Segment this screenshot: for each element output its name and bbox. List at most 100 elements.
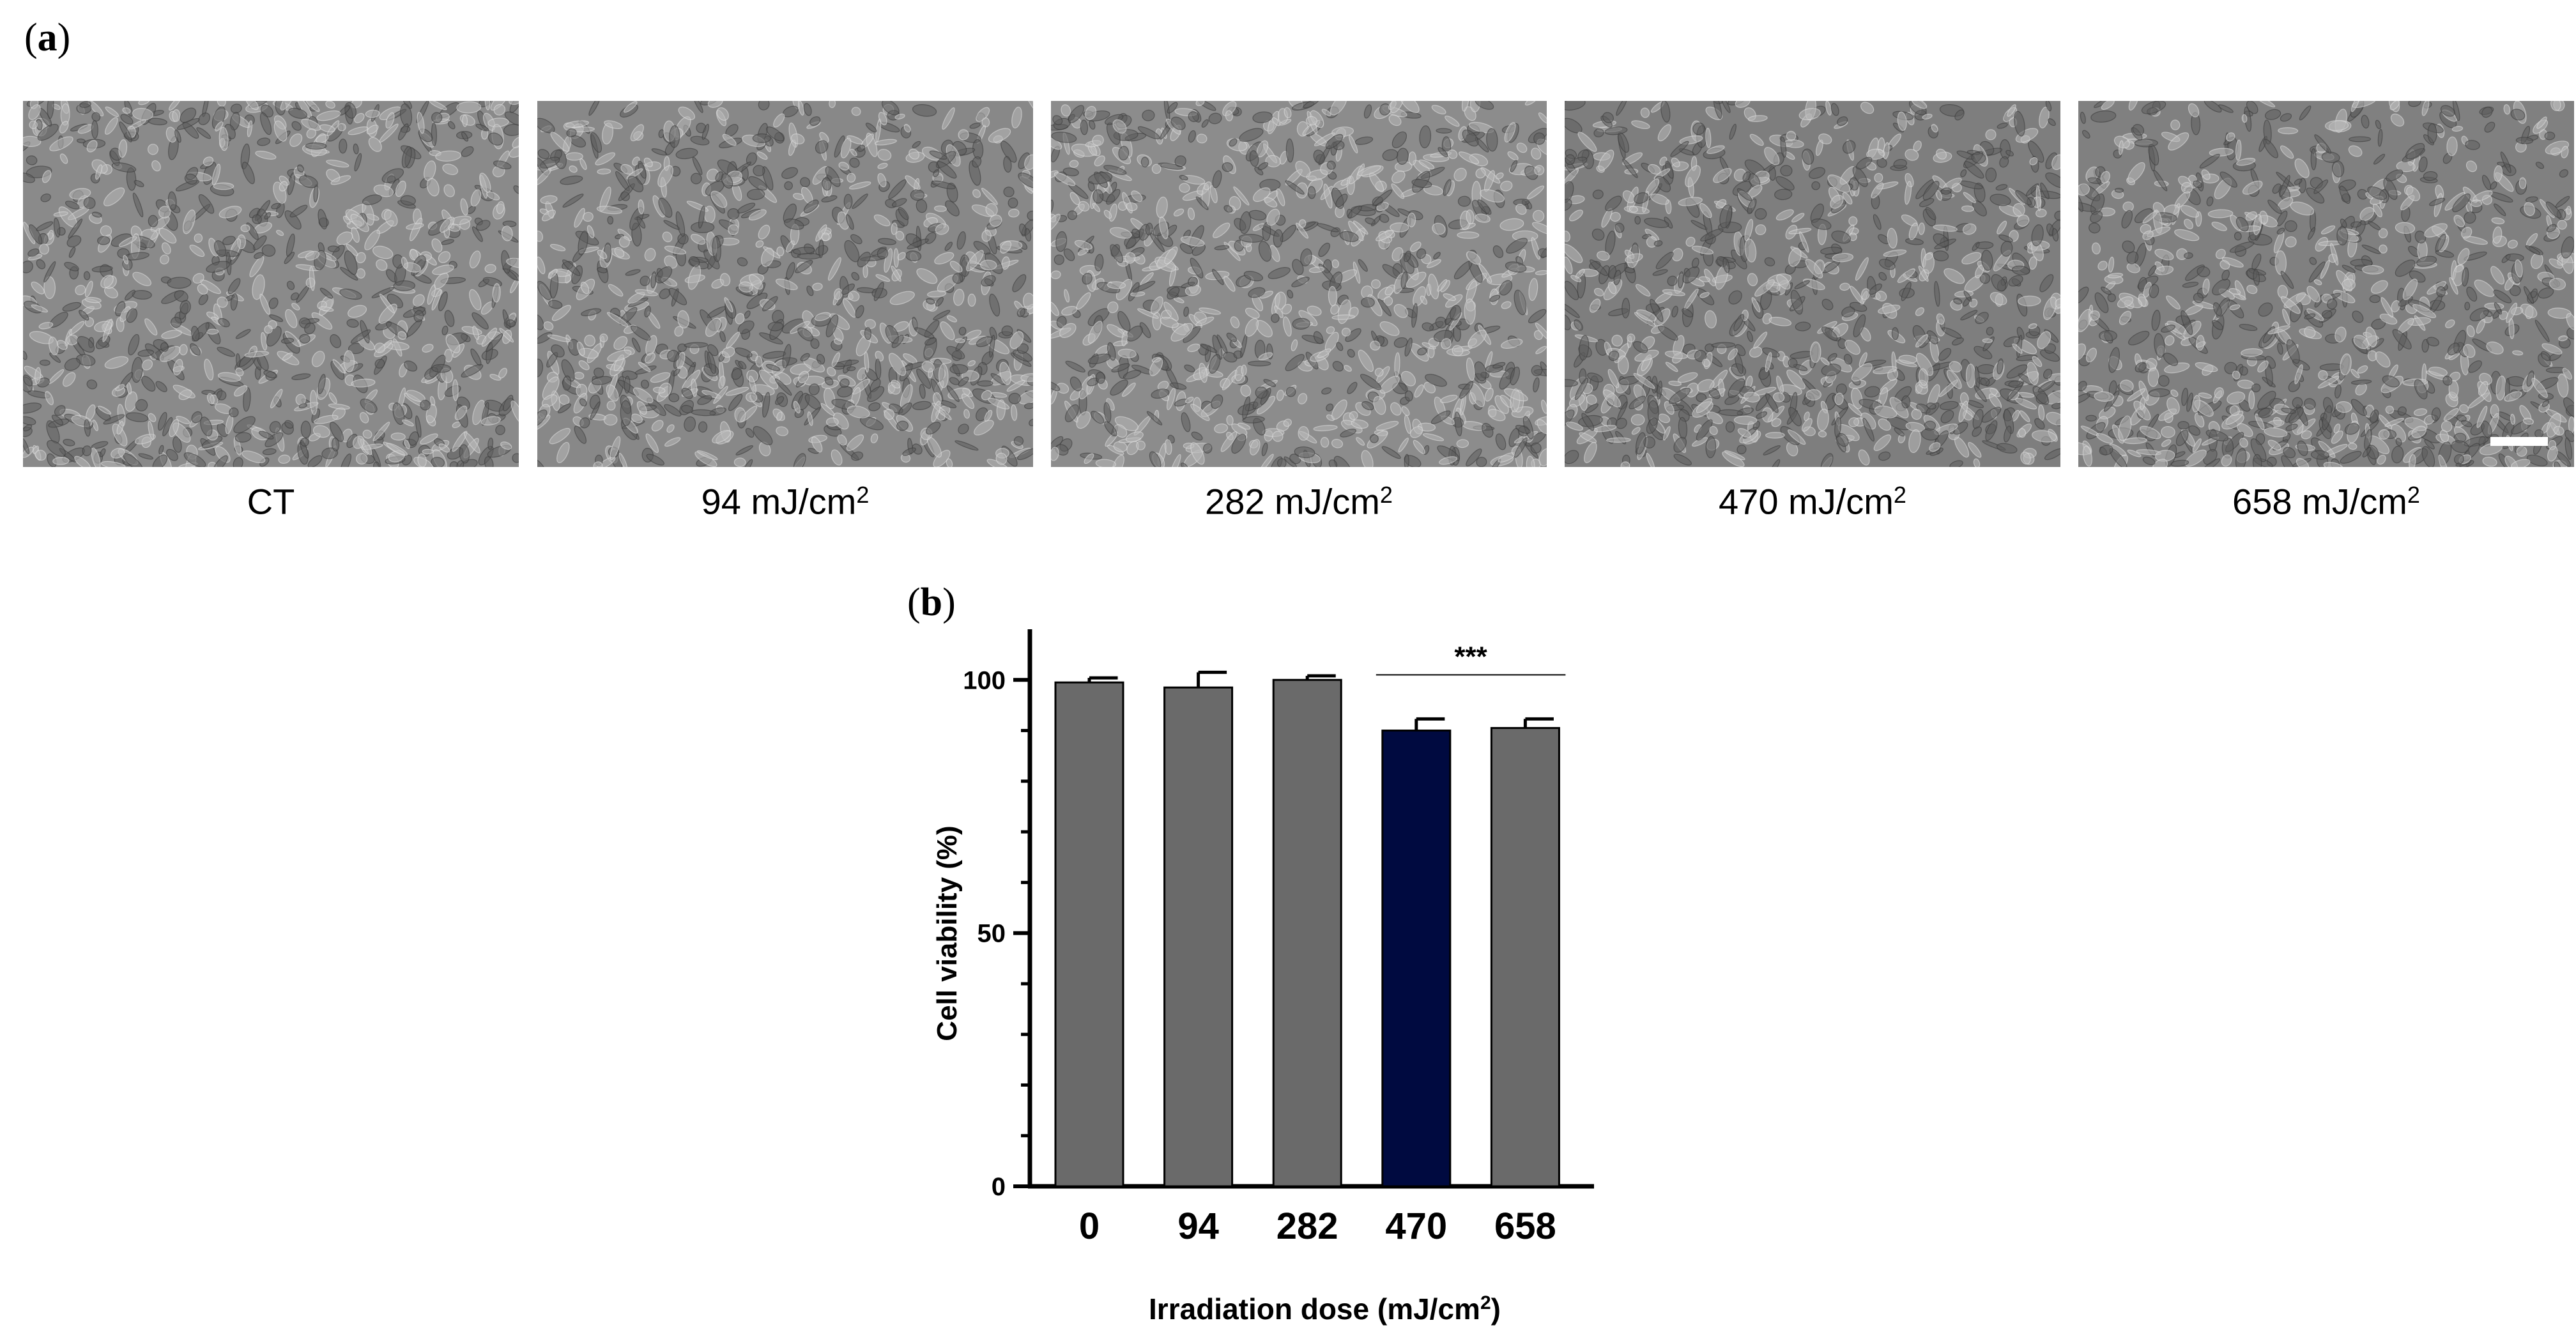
cell-shape xyxy=(212,455,228,467)
cell-shape xyxy=(954,338,965,343)
cell-shape xyxy=(640,275,650,286)
cell-shape xyxy=(537,149,550,160)
cell-shape xyxy=(989,326,997,340)
cell-shape xyxy=(1090,411,1105,424)
cell-shape xyxy=(1422,433,1445,441)
cell-shape xyxy=(657,165,673,187)
cell-shape xyxy=(847,405,870,418)
cell-shape xyxy=(1459,381,1474,399)
cell-shape xyxy=(944,241,953,251)
cell-shape xyxy=(875,274,891,282)
cell-shape xyxy=(179,344,188,356)
cell-shape xyxy=(235,329,251,339)
cell-shape xyxy=(902,447,916,456)
cell-shape xyxy=(752,133,771,143)
cell-shape xyxy=(1510,366,1521,386)
cell-shape xyxy=(360,398,378,413)
cell-shape xyxy=(462,114,468,127)
cell-shape xyxy=(1151,388,1170,399)
cell-shape xyxy=(155,381,167,392)
cell-shape xyxy=(319,306,334,312)
cell-shape xyxy=(2544,132,2556,141)
cell-shape xyxy=(371,287,395,298)
cell-shape xyxy=(417,453,427,467)
cell-shape xyxy=(354,153,362,172)
cell-shape xyxy=(431,363,452,373)
cell-shape xyxy=(1103,402,1112,423)
cell-shape xyxy=(684,416,696,432)
cell-shape xyxy=(1528,278,1538,302)
cell-shape xyxy=(506,257,519,269)
cell-shape xyxy=(1532,210,1545,222)
cell-shape xyxy=(650,372,671,383)
cell-shape xyxy=(1809,341,1821,363)
cell-shape xyxy=(120,114,134,125)
cell-shape xyxy=(713,386,728,404)
cell-shape xyxy=(644,248,656,262)
cell-shape xyxy=(1775,209,1794,221)
cell-shape xyxy=(1291,339,1298,351)
cell-shape xyxy=(1265,155,1281,167)
cell-shape xyxy=(2336,226,2349,246)
cell-shape xyxy=(51,415,64,425)
cell-shape xyxy=(1195,101,1205,107)
cell-shape xyxy=(79,101,91,108)
cell-shape xyxy=(194,233,203,243)
cell-shape xyxy=(786,262,795,280)
cell-shape xyxy=(581,308,602,316)
cell-shape xyxy=(298,175,318,188)
cell-shape xyxy=(104,356,129,369)
cell-shape xyxy=(1313,425,1338,432)
cell-shape xyxy=(579,398,587,407)
cell-shape xyxy=(1239,211,1252,234)
cell-shape xyxy=(1117,310,1131,332)
cell-shape xyxy=(776,246,785,257)
cell-shape xyxy=(537,256,546,275)
cell-shape xyxy=(75,284,86,296)
cell-shape xyxy=(1107,301,1119,314)
cell-shape xyxy=(406,390,425,402)
cell-shape xyxy=(1018,172,1033,188)
cell-shape xyxy=(1009,331,1024,349)
cell-shape xyxy=(707,351,716,374)
cell-shape xyxy=(1295,160,1311,178)
cell-shape xyxy=(624,376,631,394)
cell-shape xyxy=(147,144,159,155)
cell-shape xyxy=(1142,109,1155,121)
cell-shape xyxy=(213,182,234,190)
cell-shape xyxy=(1478,263,1492,283)
cell-shape xyxy=(2051,228,2059,242)
cell-shape xyxy=(1095,459,1116,467)
cell-shape xyxy=(1443,293,1456,302)
cell-shape xyxy=(1188,277,1198,287)
cell-shape xyxy=(337,123,346,132)
cell-shape xyxy=(512,136,519,149)
cell-shape xyxy=(597,168,611,175)
cell-shape xyxy=(829,101,836,109)
cell-shape xyxy=(1565,118,1583,134)
cell-shape xyxy=(747,188,765,201)
cell-shape xyxy=(722,134,737,146)
cell-shape xyxy=(1243,271,1264,282)
cell-shape xyxy=(1457,195,1471,207)
cell-shape xyxy=(1776,376,1784,394)
cell-shape xyxy=(23,135,42,147)
cell-shape xyxy=(1188,111,1199,123)
cell-shape xyxy=(1069,160,1079,168)
cell-shape xyxy=(276,229,284,236)
cell-shape xyxy=(1082,273,1092,285)
cell-shape xyxy=(1256,140,1269,158)
cell-shape xyxy=(574,208,585,228)
cell-shape xyxy=(715,171,724,182)
cell-shape xyxy=(620,164,634,175)
y-tick-label: 0 xyxy=(992,1173,1006,1201)
cell-shape xyxy=(851,272,860,281)
cell-shape xyxy=(291,121,302,131)
cell-shape xyxy=(1400,271,1408,289)
cell-shape xyxy=(1076,411,1091,429)
cell-shape xyxy=(1131,190,1143,203)
cell-shape xyxy=(798,101,804,116)
cell-shape xyxy=(180,300,191,314)
cell-shape xyxy=(1468,330,1487,349)
cell-shape xyxy=(1055,231,1068,252)
